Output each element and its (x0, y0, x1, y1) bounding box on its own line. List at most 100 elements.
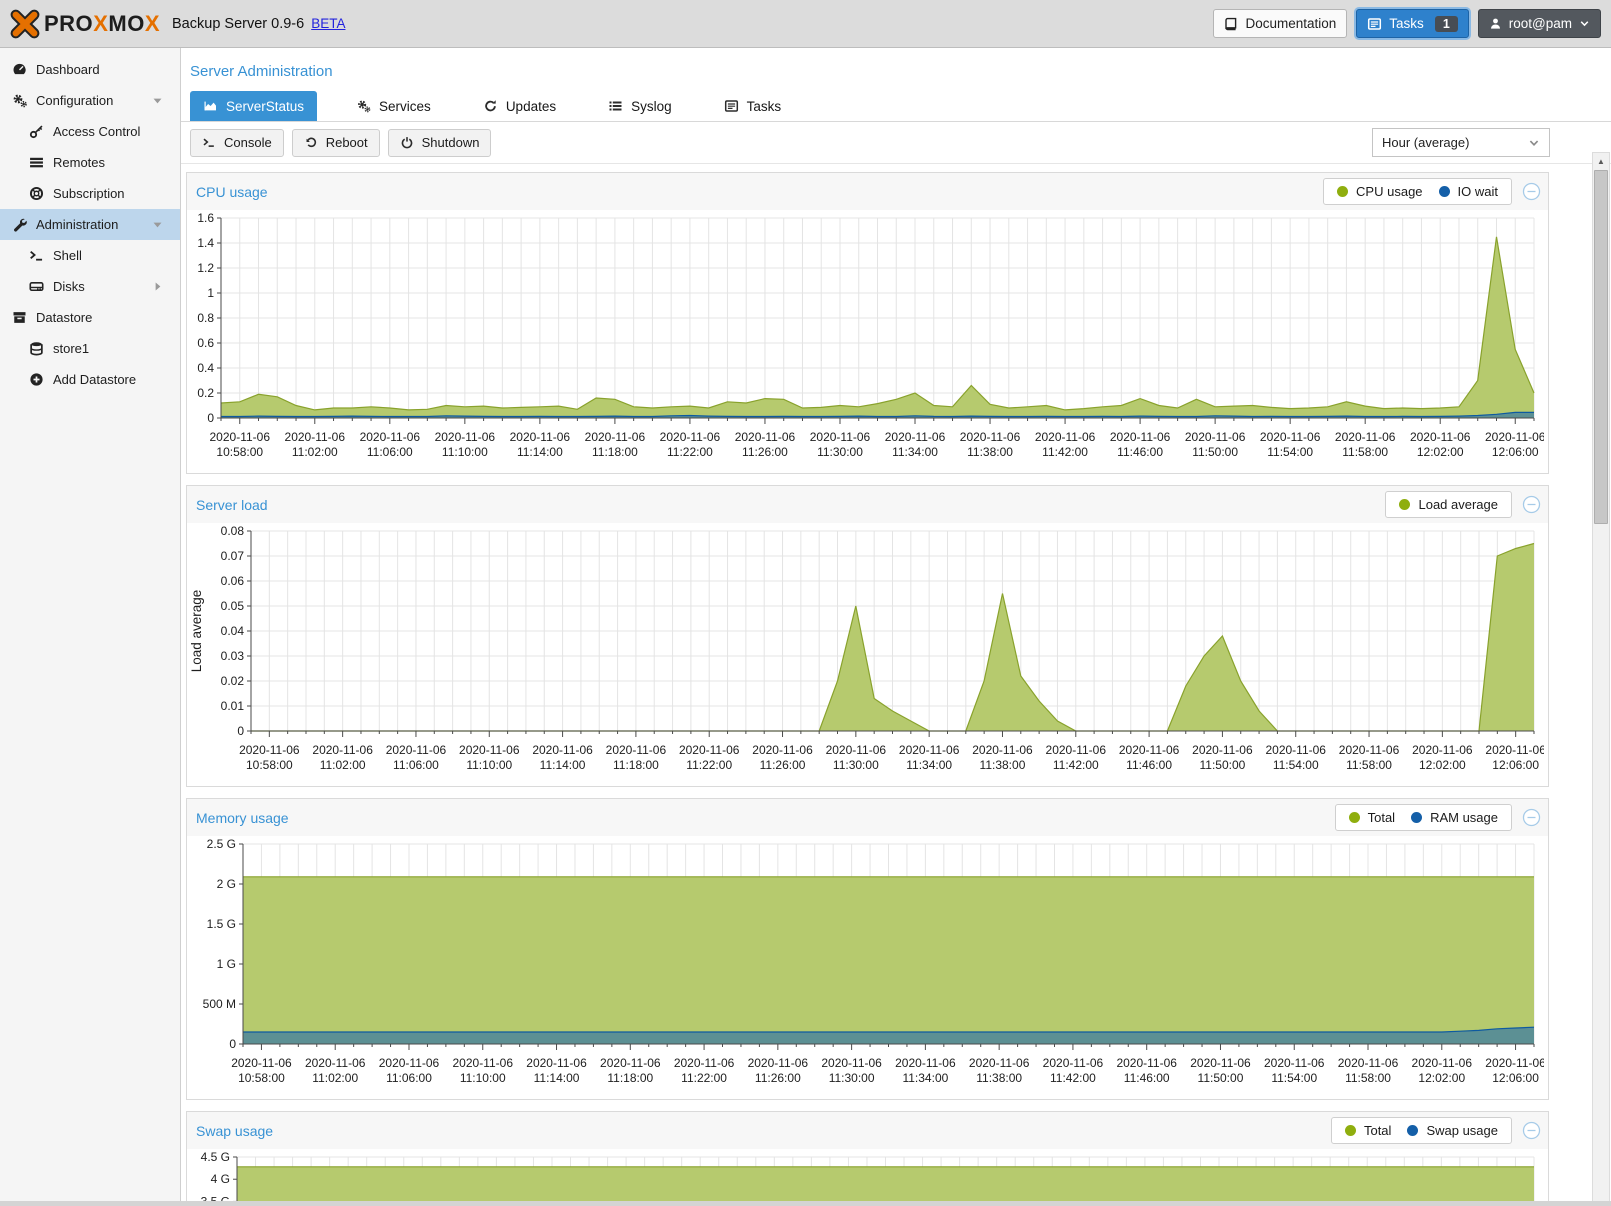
svg-text:0.07: 0.07 (221, 549, 245, 563)
svg-text:12:02:00: 12:02:00 (1417, 445, 1464, 459)
collapse-panel-icon[interactable] (1522, 182, 1541, 201)
svg-text:2020-11-06: 2020-11-06 (312, 743, 373, 757)
collapse-panel-icon[interactable] (1522, 808, 1541, 827)
svg-text:11:46:00: 11:46:00 (1126, 758, 1172, 772)
legend-item-cpu-usage[interactable]: CPU usage (1337, 184, 1423, 199)
sidebar-item-configuration[interactable]: Configuration (0, 85, 180, 116)
svg-text:2020-11-06: 2020-11-06 (885, 430, 946, 444)
wrench-icon (11, 217, 28, 232)
chart-panels: CPU usage CPU usage IO wait 0 0.2 0.4 0.6 0.8… (181, 164, 1611, 1206)
legend-item-total[interactable]: Total (1344, 1123, 1391, 1138)
console-button[interactable]: Console (190, 128, 284, 157)
legend-memory: Total RAM usage (1334, 804, 1512, 831)
tab-syslog[interactable]: Syslog (595, 91, 685, 121)
svg-text:1.2: 1.2 (197, 261, 214, 275)
sidebar-item-subscription[interactable]: Subscription (0, 178, 180, 209)
sidebar-item-store1[interactable]: store1 (0, 333, 180, 364)
svg-text:11:30:00: 11:30:00 (829, 1071, 875, 1085)
reboot-button[interactable]: Reboot (291, 128, 380, 157)
archive-icon (11, 310, 28, 325)
legend-item-io-wait[interactable]: IO wait (1438, 184, 1498, 199)
svg-text:11:34:00: 11:34:00 (906, 758, 952, 772)
svg-text:0.4: 0.4 (197, 361, 214, 375)
cpu-usage-chart: 0 0.2 0.4 0.6 0.8 1 1.2 1.4 1.6 2020-11-06 10:58:0… (187, 210, 1548, 473)
legend-item-load-average[interactable]: Load average (1399, 497, 1498, 512)
legend-dot-icon (1348, 812, 1360, 823)
svg-text:2020-11-06: 2020-11-06 (1264, 1056, 1325, 1070)
tab-services[interactable]: Services (343, 91, 444, 121)
terminal-icon (28, 248, 45, 263)
minus-circle-icon (1522, 808, 1541, 827)
tab-label: ServerStatus (226, 98, 305, 114)
sidebar-item-label: Subscription (53, 186, 125, 201)
key-icon (28, 124, 45, 139)
svg-text:11:06:00: 11:06:00 (393, 758, 439, 772)
scroll-up-arrow[interactable]: ▲ (1597, 156, 1605, 166)
sidebar-item-shell[interactable]: Shell (0, 240, 180, 271)
sidebar-item-label: Shell (53, 248, 82, 263)
svg-text:11:50:00: 11:50:00 (1192, 445, 1238, 459)
chevron-down-icon (1579, 18, 1590, 29)
legend-item-ram-usage[interactable]: RAM usage (1411, 810, 1498, 825)
svg-text:2020-11-06: 2020-11-06 (752, 743, 813, 757)
area-chart-icon (203, 99, 218, 113)
svg-text:11:02:00: 11:02:00 (312, 1071, 358, 1085)
gears-icon (356, 99, 371, 113)
svg-text:4.5 G: 4.5 G (201, 1150, 230, 1164)
legend-label: RAM usage (1430, 810, 1498, 825)
sidebar-item-datastore[interactable]: Datastore (0, 302, 180, 333)
tab-label: Updates (505, 98, 557, 114)
shutdown-button[interactable]: Shutdown (387, 128, 492, 157)
collapse-panel-icon[interactable] (1522, 495, 1541, 514)
svg-text:2020-11-06: 2020-11-06 (1043, 1056, 1104, 1070)
sidebar-item-label: Disks (53, 279, 85, 294)
tab-tasks[interactable]: Tasks (711, 91, 795, 121)
svg-text:11:46:00: 11:46:00 (1124, 1071, 1170, 1085)
documentation-button[interactable]: Documentation (1213, 9, 1348, 38)
sidebar-item-label: Access Control (53, 124, 141, 139)
svg-text:2020-11-06: 2020-11-06 (606, 743, 667, 757)
tab-serverstatus[interactable]: ServerStatus (190, 91, 318, 121)
svg-text:2020-11-06: 2020-11-06 (960, 430, 1021, 444)
user-menu-button[interactable]: root@pam (1477, 9, 1601, 38)
sidebar-item-add-datastore[interactable]: Add Datastore (0, 364, 180, 395)
legend-dot-icon (1438, 186, 1450, 197)
legend-label: IO wait (1457, 184, 1498, 199)
svg-text:2020-11-06: 2020-11-06 (969, 1056, 1030, 1070)
svg-text:2020-11-06: 2020-11-06 (239, 743, 300, 757)
svg-text:2020-11-06: 2020-11-06 (826, 743, 887, 757)
svg-text:2020-11-06: 2020-11-06 (1192, 743, 1253, 757)
legend-item-total[interactable]: Total (1348, 810, 1395, 825)
dashboard-icon (11, 62, 28, 77)
svg-text:11:42:00: 11:42:00 (1053, 758, 1099, 772)
page-title: Server Administration (190, 63, 333, 80)
svg-text:2020-11-06: 2020-11-06 (585, 430, 646, 444)
sidebar-item-dashboard[interactable]: Dashboard (0, 54, 180, 85)
collapse-panel-icon[interactable] (1522, 1121, 1541, 1140)
svg-text:2020-11-06: 2020-11-06 (1339, 743, 1400, 757)
svg-text:2020-11-06: 2020-11-06 (679, 743, 740, 757)
svg-text:0: 0 (237, 724, 244, 738)
svg-text:11:22:00: 11:22:00 (681, 1071, 727, 1085)
tasks-button[interactable]: Tasks 1 (1356, 9, 1469, 38)
sidebar-item-remotes[interactable]: Remotes (0, 147, 180, 178)
panel-memory-usage: Memory usage Total RAM usage 0 500 M 1 G 1.5… (186, 798, 1549, 1100)
top-header: PROXMOX Backup Server 0.9-6 BETA Documen… (0, 0, 1611, 48)
svg-text:11:38:00: 11:38:00 (976, 1071, 1022, 1085)
svg-text:2020-11-06: 2020-11-06 (1035, 430, 1096, 444)
svg-text:11:02:00: 11:02:00 (292, 445, 338, 459)
svg-text:11:50:00: 11:50:00 (1198, 1071, 1244, 1085)
beta-link[interactable]: BETA (311, 16, 346, 31)
proxmox-x-icon (10, 9, 40, 38)
tab-updates[interactable]: Updates (470, 91, 569, 121)
vertical-scrollbar[interactable]: ▲ (1592, 152, 1610, 1203)
legend-item-swap-usage[interactable]: Swap usage (1407, 1123, 1498, 1138)
svg-text:2020-11-06: 2020-11-06 (459, 743, 520, 757)
sidebar-item-administration[interactable]: Administration (0, 209, 180, 240)
time-range-select[interactable]: Hour (average) (1372, 128, 1550, 157)
scrollbar-thumb[interactable] (1594, 170, 1608, 524)
sidebar-item-access-control[interactable]: Access Control (0, 116, 180, 147)
remotes-icon (28, 155, 45, 170)
sidebar-item-disks[interactable]: Disks (0, 271, 180, 302)
panel-title-cpu: CPU usage (196, 183, 268, 200)
